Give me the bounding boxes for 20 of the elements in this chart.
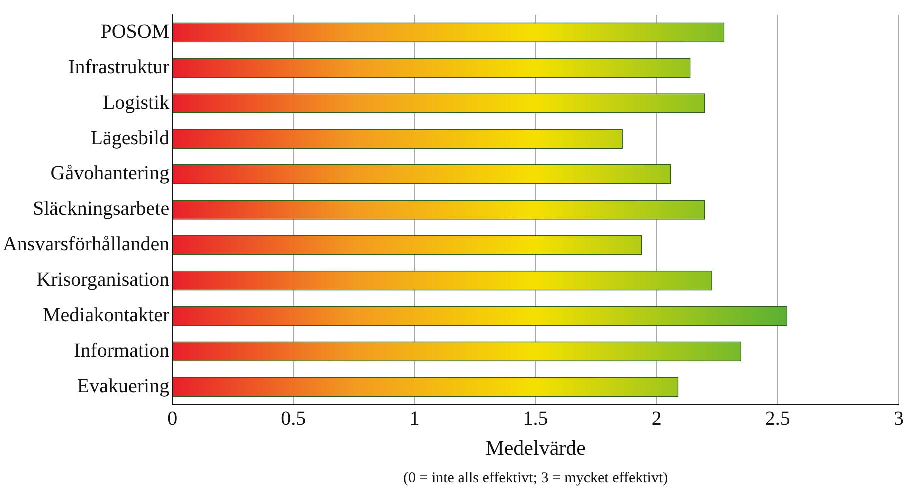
y-tick-label: Information [74, 340, 170, 362]
y-tick-label: Krisorganisation [36, 269, 170, 292]
x-axis-title: Medelvärde [486, 436, 586, 460]
x-tick-label: 1.5 [523, 408, 548, 430]
x-tick-label: 2 [652, 408, 662, 430]
y-tick-label: Evakuering [77, 375, 170, 398]
x-tick-label: 0 [168, 408, 178, 430]
y-tick-label: Gåvohantering [50, 162, 170, 185]
x-tick-label: 0.5 [281, 408, 306, 430]
text: (0 = inte alls effektivt; 3 = mycket effektivt) [403, 470, 668, 486]
x-tick-label: 3 [894, 408, 904, 430]
y-tick-label: Logistik [102, 92, 170, 114]
x-tick-label: 2.5 [765, 408, 790, 430]
y-tick-label: Mediakontakter [42, 304, 170, 326]
y-tick-label: Släckningsarbete [32, 198, 170, 220]
y-tick-label: Infrastruktur [68, 56, 170, 78]
x-tick-label: 1 [410, 408, 420, 430]
y-tick-label: Ansvarsförhållanden [2, 234, 170, 256]
y-tick-label: Lägesbild [90, 127, 170, 150]
y-tick-label: POSOM [100, 20, 170, 43]
